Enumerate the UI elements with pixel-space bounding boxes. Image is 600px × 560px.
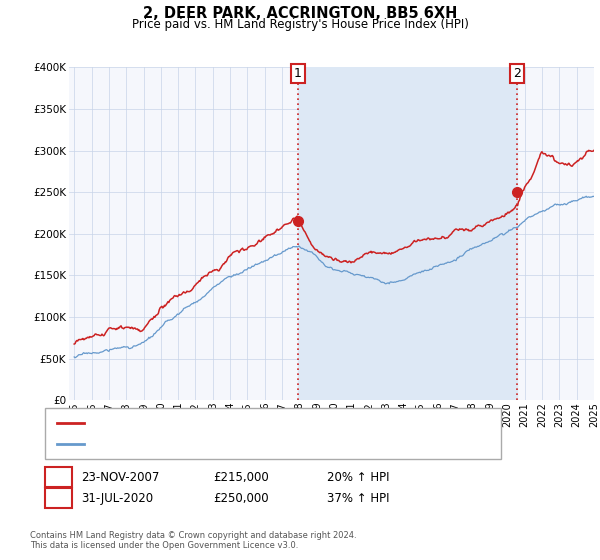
Text: £250,000: £250,000 [213,492,269,505]
Text: Price paid vs. HM Land Registry's House Price Index (HPI): Price paid vs. HM Land Registry's House … [131,18,469,31]
Bar [298,67,517,400]
Text: 2, DEER PARK, ACCRINGTON, BB5 6XH (detached house): 2, DEER PARK, ACCRINGTON, BB5 6XH (detac… [90,418,385,428]
Text: 20% ↑ HPI: 20% ↑ HPI [327,470,389,484]
Text: Contains HM Land Registry data © Crown copyright and database right 2024.
This d: Contains HM Land Registry data © Crown c… [30,531,356,550]
Text: 2: 2 [514,67,521,80]
Text: HPI: Average price, detached house, Hyndburn: HPI: Average price, detached house, Hynd… [90,438,334,449]
Text: 31-JUL-2020: 31-JUL-2020 [81,492,153,505]
Text: 23-NOV-2007: 23-NOV-2007 [81,470,160,484]
Text: 2, DEER PARK, ACCRINGTON, BB5 6XH: 2, DEER PARK, ACCRINGTON, BB5 6XH [143,6,457,21]
Text: 37% ↑ HPI: 37% ↑ HPI [327,492,389,505]
Text: 2: 2 [55,492,62,505]
Text: 1: 1 [55,470,62,484]
Text: 1: 1 [294,67,302,80]
Text: £215,000: £215,000 [213,470,269,484]
